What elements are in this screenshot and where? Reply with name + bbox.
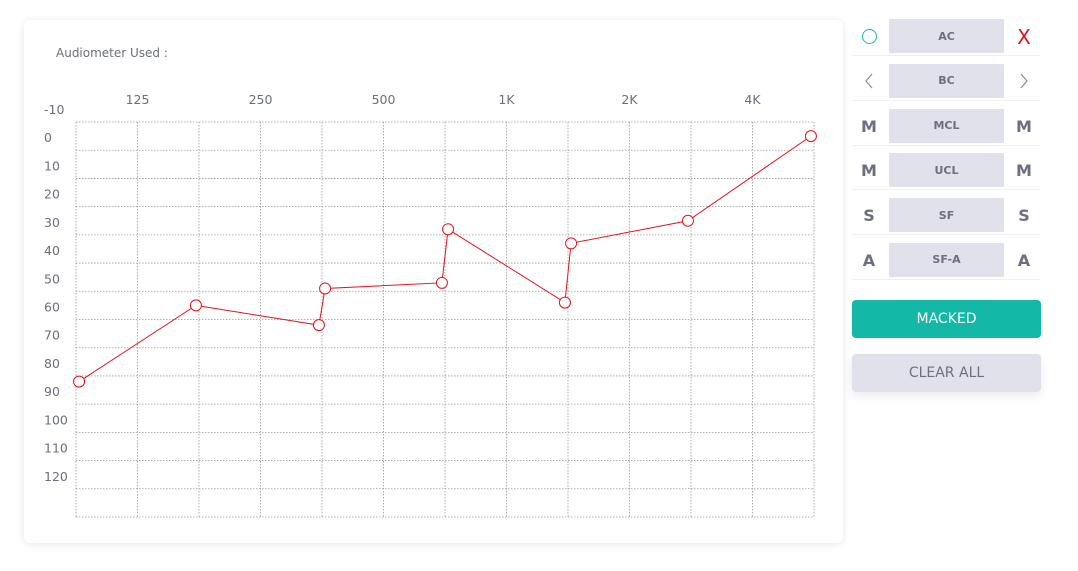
data-point — [312, 319, 325, 332]
y-tick-label: 80 — [44, 356, 60, 371]
ucl-right-symbol[interactable]: M — [861, 161, 877, 181]
y-tick-label: 100 — [44, 412, 68, 427]
y-tick-label: 70 — [44, 328, 60, 343]
symbol-panel: AC X BC M MCL M M UCL M S SF S A SF-A A — [852, 18, 1041, 287]
data-point — [189, 299, 202, 312]
data-point — [435, 276, 448, 289]
y-tick-label: 60 — [44, 300, 60, 315]
y-tick-label: 90 — [44, 384, 60, 399]
sf-a-button[interactable]: SF-A — [889, 242, 1004, 277]
ucl-left-symbol[interactable]: M — [1016, 161, 1032, 181]
x-tick-label: 2K — [621, 92, 638, 107]
data-point — [565, 237, 578, 250]
y-tick-label: 50 — [44, 271, 60, 286]
data-point — [681, 214, 694, 227]
row-ac: AC X — [852, 18, 1041, 56]
data-point — [442, 223, 455, 236]
data-point — [319, 282, 332, 295]
audiometer-used-label: Audiometer Used : — [56, 46, 168, 60]
ac-right-ear-circle-icon[interactable] — [852, 18, 886, 55]
y-tick-label: 20 — [44, 187, 60, 202]
series-line — [78, 135, 812, 382]
audiogram-chart[interactable]: 125 250 500 1K 2K 4K -10 0 10 20 30 40 50 60 70 80 90 100… — [24, 20, 843, 543]
x-tick-label: 1K — [498, 92, 515, 107]
row-sf-a: A SF-A A — [852, 242, 1041, 280]
y-tick-label: 0 — [44, 130, 52, 145]
ac-left-ear-x-icon[interactable]: X — [1017, 24, 1031, 49]
sf-left-symbol[interactable]: S — [1018, 206, 1030, 226]
row-ucl: M UCL M — [852, 152, 1041, 191]
row-bc: BC — [852, 63, 1041, 101]
mcl-left-symbol[interactable]: M — [1016, 116, 1032, 136]
row-mcl: M MCL M — [852, 108, 1041, 146]
ucl-button[interactable]: UCL — [889, 153, 1004, 188]
sf-a-right-symbol[interactable]: A — [862, 250, 876, 270]
clear-all-button[interactable]: CLEAR ALL — [852, 354, 1041, 392]
row-sf: S SF S — [852, 197, 1041, 236]
audiogram-card: Audiometer Used : 125 250 500 1K 2K 4K -10 0 10 2… — [24, 20, 843, 543]
y-tick-label: 40 — [44, 243, 60, 258]
bc-chevron-left-icon[interactable] — [852, 63, 886, 100]
y-tick-label: 10 — [44, 158, 60, 173]
y-tick-label: 120 — [44, 469, 68, 484]
ac-button[interactable]: AC — [889, 19, 1004, 53]
x-tick-label: 4K — [744, 92, 761, 107]
mcl-right-symbol[interactable]: M — [861, 116, 877, 136]
data-point — [804, 130, 817, 143]
y-tick-label: -10 — [44, 102, 64, 117]
y-tick-label: 30 — [44, 215, 60, 230]
y-tick-label: 110 — [44, 441, 68, 456]
data-point — [558, 296, 571, 309]
x-tick-label: 250 — [249, 92, 273, 107]
bc-chevron-right-icon[interactable] — [1007, 63, 1041, 100]
sf-button[interactable]: SF — [889, 198, 1004, 233]
sf-a-left-symbol[interactable]: A — [1017, 250, 1031, 270]
x-tick-label: 125 — [126, 92, 150, 107]
masked-button[interactable]: MACKED — [852, 300, 1041, 338]
x-tick-label: 500 — [372, 92, 396, 107]
sf-right-symbol[interactable]: S — [863, 206, 875, 226]
data-point — [73, 375, 86, 388]
bc-button[interactable]: BC — [889, 63, 1004, 98]
mcl-button[interactable]: MCL — [889, 108, 1004, 143]
